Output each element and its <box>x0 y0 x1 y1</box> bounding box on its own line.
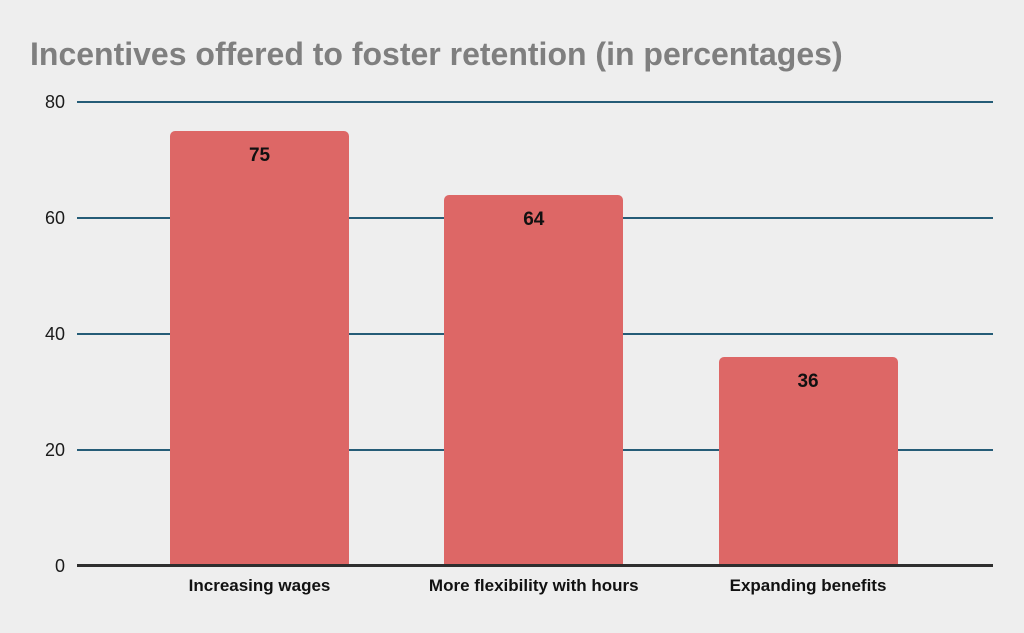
x-category-label-1: Increasing wages <box>188 576 331 595</box>
x-axis-line <box>77 564 993 567</box>
y-tick-label-60: 60 <box>44 208 65 228</box>
chart-title: Incentives offered to foster retention (… <box>30 36 843 72</box>
y-tick-label-40: 40 <box>44 324 65 344</box>
y-tick-label-20: 20 <box>44 440 65 460</box>
bar-1: 75 <box>170 131 350 566</box>
y-tick-label-0: 0 <box>54 556 65 576</box>
x-category-label-3: Expanding benefits <box>729 576 887 595</box>
gridline-y-80 <box>77 101 993 103</box>
plot-area: 75 64 36 <box>77 101 993 567</box>
x-category-label-2: More flexibility with hours <box>428 576 639 595</box>
bar-value-label-2: 64 <box>523 208 545 230</box>
bar-2: 64 <box>444 194 624 566</box>
bar-value-label-3: 36 <box>797 371 819 393</box>
y-tick-label-80: 80 <box>44 92 65 112</box>
bar-value-label-1: 75 <box>248 145 271 166</box>
bar-3: 36 <box>718 357 898 566</box>
